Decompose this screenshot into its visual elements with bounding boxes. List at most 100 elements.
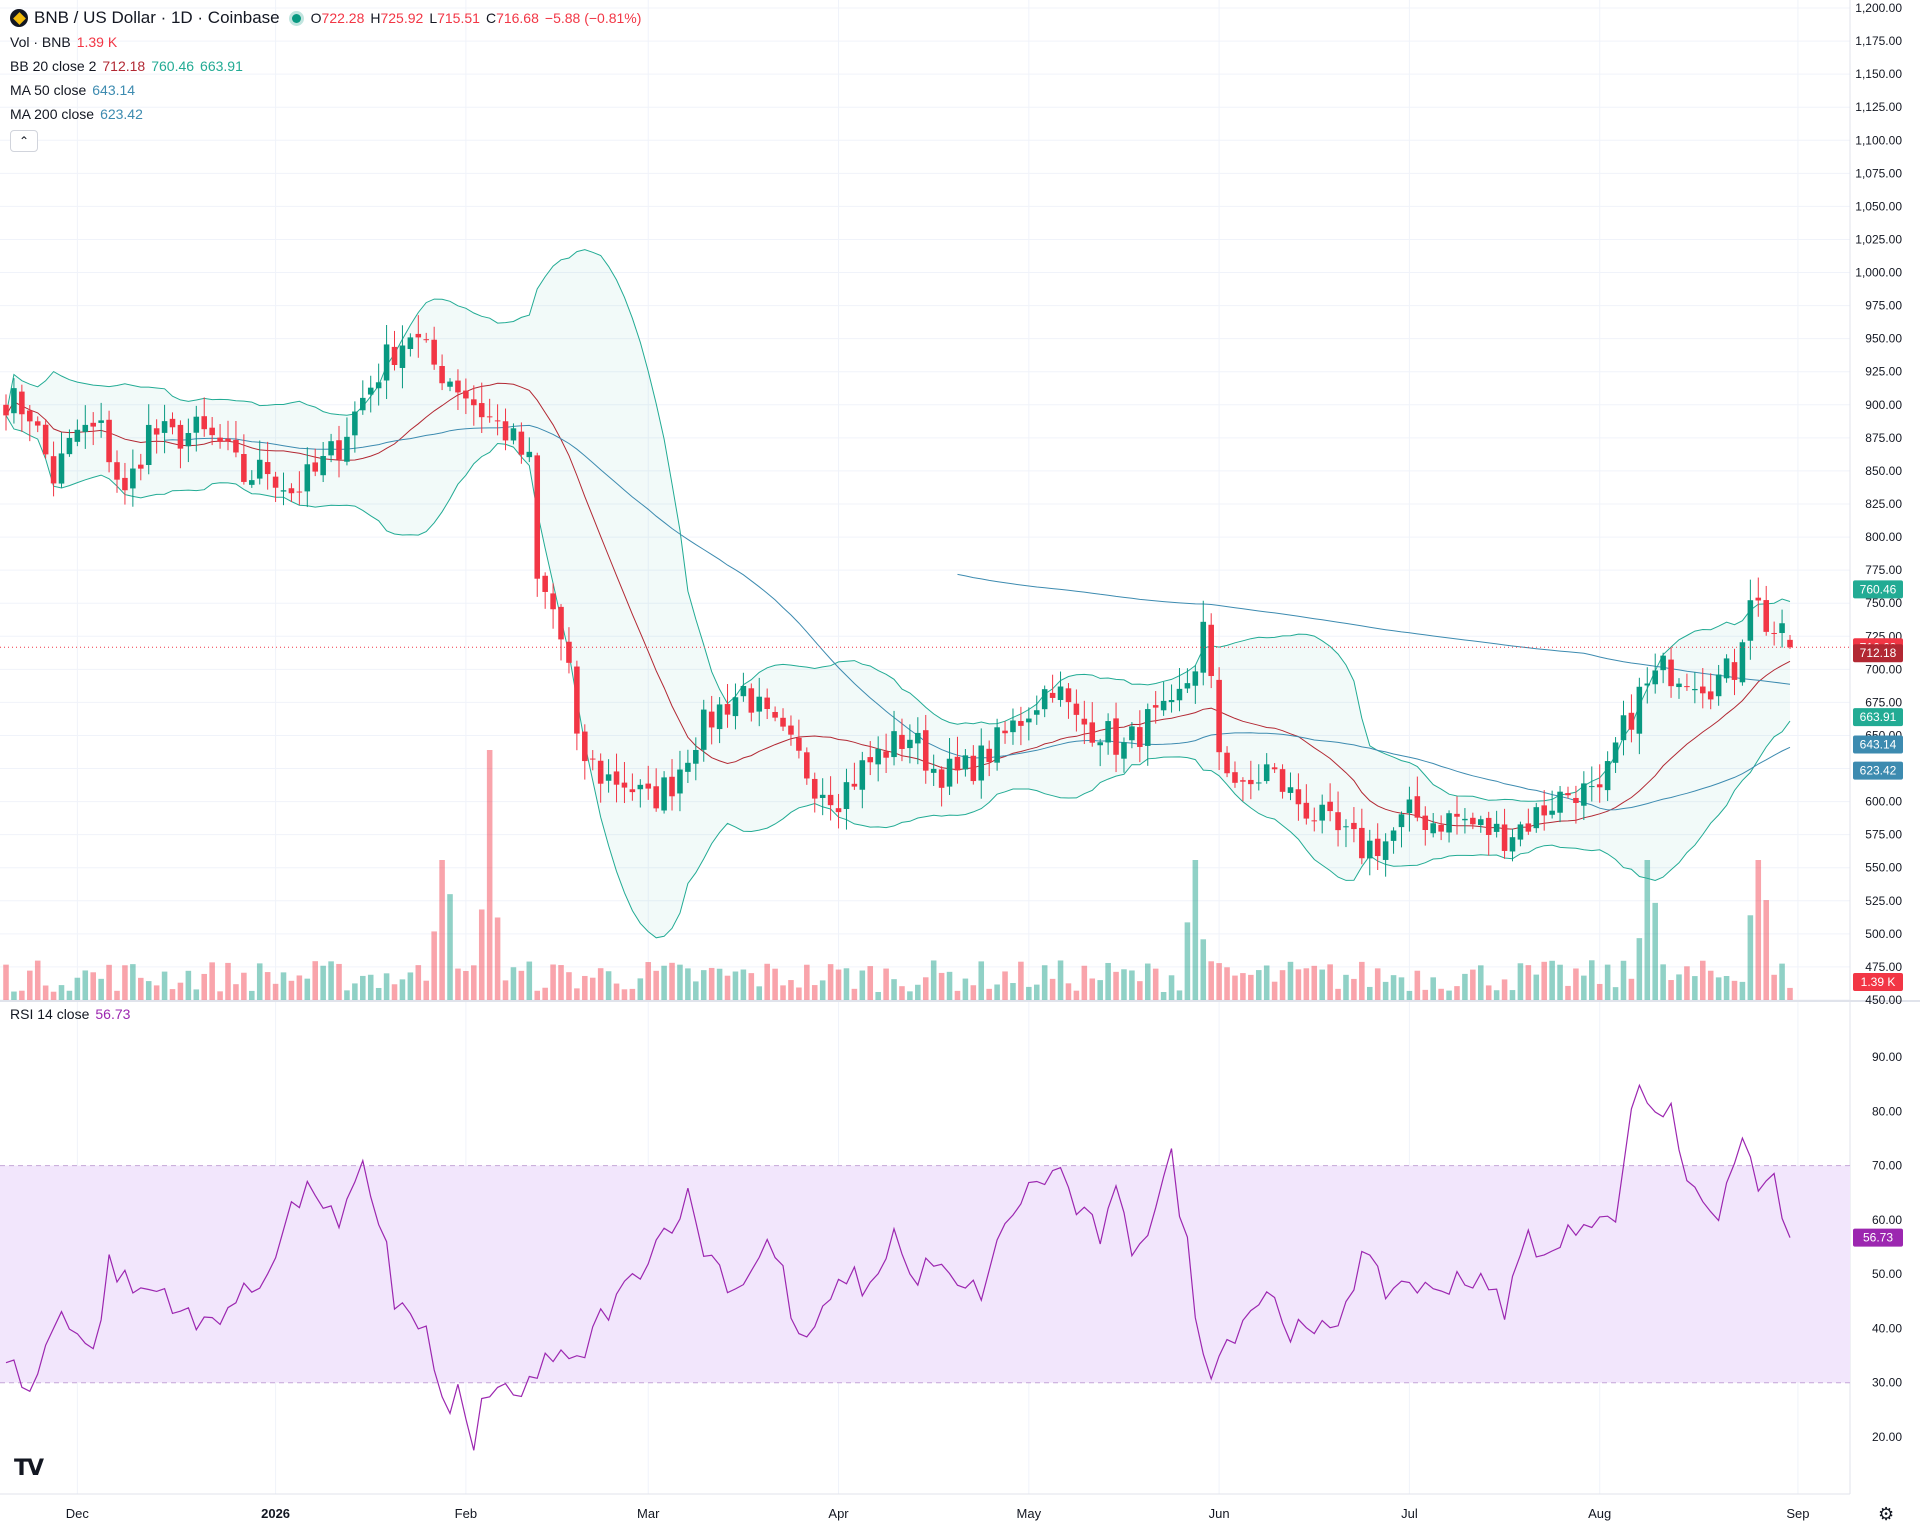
candle[interactable] xyxy=(407,333,414,357)
candle-body[interactable] xyxy=(1692,688,1698,691)
candle[interactable] xyxy=(27,405,33,442)
candle[interactable] xyxy=(1287,772,1294,801)
candle[interactable] xyxy=(478,382,485,433)
candle[interactable] xyxy=(1684,673,1690,691)
candle-body[interactable] xyxy=(1549,810,1555,815)
candle[interactable] xyxy=(1723,654,1730,683)
candle-body[interactable] xyxy=(1255,782,1262,784)
candle-body[interactable] xyxy=(463,390,469,399)
candle-body[interactable] xyxy=(82,424,89,432)
candle[interactable] xyxy=(201,397,207,437)
candle-body[interactable] xyxy=(1010,720,1016,733)
candle[interactable] xyxy=(177,420,184,469)
candle[interactable] xyxy=(399,325,406,389)
candle[interactable] xyxy=(114,450,120,493)
candle[interactable] xyxy=(225,420,231,451)
candle[interactable] xyxy=(455,369,461,411)
candle[interactable] xyxy=(986,740,992,777)
candle-body[interactable] xyxy=(669,776,675,797)
candle[interactable] xyxy=(66,429,73,457)
candle[interactable] xyxy=(383,324,390,400)
candle-body[interactable] xyxy=(954,756,961,771)
candle[interactable] xyxy=(1184,668,1191,694)
candle-body[interactable] xyxy=(724,704,731,715)
candle-body[interactable] xyxy=(1731,662,1738,680)
bb-legend[interactable]: BB 20 close 2 712.18 760.46 663.91 xyxy=(10,54,641,78)
candle[interactable] xyxy=(1295,773,1302,821)
candle-body[interactable] xyxy=(288,488,295,494)
candle[interactable] xyxy=(1065,683,1072,719)
candle[interactable] xyxy=(122,462,128,505)
candle[interactable] xyxy=(1200,600,1207,686)
candle[interactable] xyxy=(1438,815,1444,841)
candle[interactable] xyxy=(558,604,564,661)
candle-body[interactable] xyxy=(264,462,271,475)
candle-body[interactable] xyxy=(1129,726,1135,741)
candle-body[interactable] xyxy=(811,778,818,799)
candle-body[interactable] xyxy=(1081,718,1088,725)
candle-body[interactable] xyxy=(352,411,358,436)
candle[interactable] xyxy=(827,776,834,821)
candle-body[interactable] xyxy=(1604,761,1611,791)
candle[interactable] xyxy=(1160,681,1167,716)
candle[interactable] xyxy=(954,736,961,784)
candle[interactable] xyxy=(946,738,953,795)
candle[interactable] xyxy=(375,363,382,406)
candle-body[interactable] xyxy=(1763,600,1769,632)
candle-body[interactable] xyxy=(423,339,430,341)
candle-body[interactable] xyxy=(494,420,501,422)
candle-body[interactable] xyxy=(1525,823,1532,832)
candle-body[interactable] xyxy=(1589,786,1595,788)
candle-body[interactable] xyxy=(740,685,747,697)
candle-body[interactable] xyxy=(534,455,541,579)
candle[interactable] xyxy=(304,447,311,508)
candle-body[interactable] xyxy=(280,490,287,492)
candle[interactable] xyxy=(1485,811,1492,856)
candle[interactable] xyxy=(764,688,770,720)
candle[interactable] xyxy=(613,753,620,803)
candle[interactable] xyxy=(1517,821,1524,847)
candle-body[interactable] xyxy=(98,420,104,423)
candle[interactable] xyxy=(1081,700,1088,745)
candle[interactable] xyxy=(978,728,985,799)
candle[interactable] xyxy=(1509,828,1516,862)
candle[interactable] xyxy=(843,768,850,830)
candle-body[interactable] xyxy=(1509,837,1516,852)
candle-body[interactable] xyxy=(1517,824,1524,840)
candle[interactable] xyxy=(1636,677,1643,755)
candle-body[interactable] xyxy=(1700,686,1706,694)
candle[interactable] xyxy=(1771,621,1777,646)
candle[interactable] xyxy=(637,779,644,808)
candle[interactable] xyxy=(415,315,422,358)
candle[interactable] xyxy=(1033,695,1040,725)
candle[interactable] xyxy=(780,708,786,731)
ma200-legend[interactable]: MA 200 close 623.42 xyxy=(10,102,641,126)
tradingview-logo-icon[interactable]: TV xyxy=(14,1456,44,1481)
candle[interactable] xyxy=(1216,667,1222,770)
candle-body[interactable] xyxy=(582,731,588,762)
candle-body[interactable] xyxy=(772,711,778,718)
candle-body[interactable] xyxy=(1343,826,1349,828)
candle-body[interactable] xyxy=(883,751,889,758)
candle-body[interactable] xyxy=(1462,818,1468,821)
candle[interactable] xyxy=(439,354,445,391)
candle[interactable] xyxy=(510,423,517,445)
candle-body[interactable] xyxy=(645,783,652,789)
candle-body[interactable] xyxy=(1684,686,1690,688)
candle[interactable] xyxy=(851,762,858,790)
candle-body[interactable] xyxy=(1366,840,1373,859)
candle[interactable] xyxy=(756,677,763,727)
candle[interactable] xyxy=(1113,702,1119,773)
candle[interactable] xyxy=(1382,833,1389,877)
candle-body[interactable] xyxy=(256,459,263,479)
candle[interactable] xyxy=(1557,785,1563,823)
candle-body[interactable] xyxy=(780,717,786,727)
candle-body[interactable] xyxy=(1113,718,1119,755)
candle-body[interactable] xyxy=(1160,700,1167,711)
candle-body[interactable] xyxy=(693,749,699,764)
candle-body[interactable] xyxy=(597,760,604,784)
candle[interactable] xyxy=(1303,784,1310,825)
candle-body[interactable] xyxy=(122,477,128,491)
candle-body[interactable] xyxy=(320,455,326,476)
candle-body[interactable] xyxy=(1224,752,1230,774)
